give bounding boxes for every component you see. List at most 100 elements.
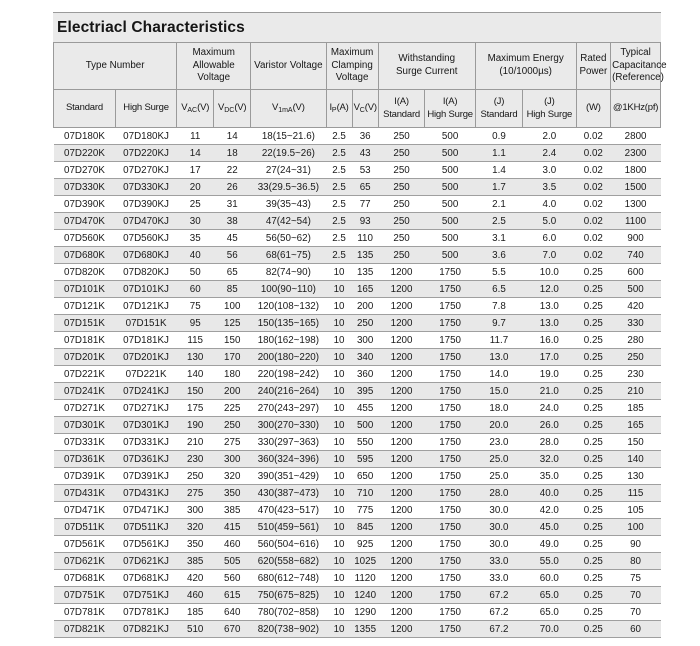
table-cell: 07D151K <box>53 314 116 332</box>
group-header-cell: Rated Power <box>575 42 612 90</box>
table-cell: 25.0 <box>475 467 523 485</box>
table-cell: 385 <box>213 501 251 519</box>
table-cell: 1200 <box>378 552 425 570</box>
sub-header-cell: I(A) Standard <box>377 89 426 128</box>
table-cell: 13.0 <box>522 297 577 315</box>
table-cell: 710 <box>352 484 379 502</box>
table-cell: 07D561K <box>53 535 116 553</box>
table-cell: 1750 <box>424 280 476 298</box>
sub-header-row: Standard High Surge VAC(V) VDC(V) V1mA(V) IP(… <box>53 89 661 128</box>
table-cell: 40.0 <box>522 484 577 502</box>
table-cell: 65.0 <box>522 586 577 604</box>
table-row: 07D681K 07D681KJ 420 560 680(612~748) 10 1120 1… <box>53 569 661 587</box>
table-cell: 210 <box>610 382 661 400</box>
table-cell: 2.1 <box>475 195 523 213</box>
table-cell: 0.25 <box>576 297 611 315</box>
table-cell: 1750 <box>424 348 476 366</box>
table-cell: 55.0 <box>522 552 577 570</box>
table-cell: 15.0 <box>475 382 523 400</box>
table-cell: 7.0 <box>522 246 577 264</box>
table-cell: 1200 <box>378 586 425 604</box>
table-cell: 500 <box>424 161 476 179</box>
table-cell: 150(135~165) <box>250 314 326 332</box>
table-cell: 270(243~297) <box>250 399 326 417</box>
sub-header-cell: (J) Standard <box>474 89 524 128</box>
table-cell: 780(702~858) <box>250 603 326 621</box>
table-cell: 14 <box>213 127 251 145</box>
table-row: 07D820K 07D820KJ 50 65 82(74~90) 10 135 1200 175… <box>53 263 661 281</box>
table-cell: 320 <box>176 518 214 536</box>
table-cell: 33(29.5~36.5) <box>250 178 326 196</box>
table-row: 07D391K 07D391KJ 250 320 390(351~429) 10 650 12… <box>53 467 661 485</box>
table-cell: 1200 <box>378 399 425 417</box>
table-cell: 1200 <box>378 620 425 638</box>
table-cell: 115 <box>176 331 214 349</box>
table-cell: 3.6 <box>475 246 523 264</box>
table-cell: 1200 <box>378 450 425 468</box>
table-cell: 56 <box>213 246 251 264</box>
table-cell: 07D681KJ <box>115 569 177 587</box>
table-cell: 415 <box>213 518 251 536</box>
table-cell: 07D391KJ <box>115 467 177 485</box>
table-cell: 300 <box>176 501 214 519</box>
table-cell: 1025 <box>352 552 379 570</box>
sub-header-cell: I(A) High Surge <box>424 89 476 128</box>
table-cell: 510(459~561) <box>250 518 326 536</box>
table-cell: 10 <box>326 433 353 451</box>
table-cell: 23.0 <box>475 433 523 451</box>
table-cell: 550 <box>352 433 379 451</box>
table-cell: 53 <box>352 161 379 179</box>
table-cell: 820(738~902) <box>250 620 326 638</box>
table-body: 07D180K 07D180KJ 11 14 18(15~21.6) 2.5 36 250 50… <box>53 127 661 638</box>
sub-header-cell: (J) High Surge <box>522 89 577 128</box>
table-row: 07D431K 07D431KJ 275 350 430(387~473) 10 710 12… <box>53 484 661 502</box>
table-cell: 70.0 <box>522 620 577 638</box>
table-cell: 640 <box>213 603 251 621</box>
group-header-cell: Maximum Allowable Voltage <box>176 42 252 90</box>
table-cell: 07D820KJ <box>115 263 177 281</box>
table-cell: 1750 <box>424 365 476 383</box>
sub-header-cell: VDC(V) <box>213 89 252 128</box>
table-cell: 07D301KJ <box>115 416 177 434</box>
table-cell: 07D560KJ <box>115 229 177 247</box>
table-cell: 1355 <box>352 620 379 638</box>
table-row: 07D821K 07D821KJ 510 670 820(738~902) 10 1355 1… <box>53 620 661 638</box>
table-cell: 07D821K <box>53 620 116 638</box>
table-cell: 10 <box>326 348 353 366</box>
table-cell: 56(50~62) <box>250 229 326 247</box>
table-cell: 135 <box>352 246 379 264</box>
table-cell: 07D680K <box>53 246 116 264</box>
table-cell: 1200 <box>378 467 425 485</box>
table-cell: 190 <box>176 416 214 434</box>
table-cell: 07D201KJ <box>115 348 177 366</box>
table-cell: 1.4 <box>475 161 523 179</box>
table-cell: 1750 <box>424 501 476 519</box>
table-cell: 0.02 <box>576 246 611 264</box>
table-row: 07D101K 07D101KJ 60 85 100(90~110) 10 165 1200 1… <box>53 280 661 298</box>
table-cell: 30.0 <box>475 518 523 536</box>
table-cell: 21.0 <box>522 382 577 400</box>
table-cell: 43 <box>352 144 379 162</box>
table-cell: 07D821KJ <box>115 620 177 638</box>
table-cell: 1750 <box>424 314 476 332</box>
table-cell: 385 <box>176 552 214 570</box>
table-cell: 130 <box>176 348 214 366</box>
table-row: 07D621K 07D621KJ 385 505 620(558~682) 10 1025 1… <box>53 552 661 570</box>
table-cell: 680(612~748) <box>250 569 326 587</box>
table-cell: 07D101KJ <box>115 280 177 298</box>
table-cell: 07D470KJ <box>115 212 177 230</box>
table-cell: 65 <box>213 263 251 281</box>
table-cell: 24.0 <box>522 399 577 417</box>
table-cell: 07D181KJ <box>115 331 177 349</box>
table-cell: 11 <box>176 127 214 145</box>
table-cell: 2800 <box>610 127 661 145</box>
table-cell: 7.8 <box>475 297 523 315</box>
table-cell: 85 <box>213 280 251 298</box>
table-cell: 25.0 <box>475 450 523 468</box>
table-cell: 27(24~31) <box>250 161 326 179</box>
table-cell: 165 <box>352 280 379 298</box>
table-cell: 07D331K <box>53 433 116 451</box>
table-row: 07D301K 07D301KJ 190 250 300(270~330) 10 500 12… <box>53 416 661 434</box>
table-cell: 26.0 <box>522 416 577 434</box>
table-cell: 67.2 <box>475 586 523 604</box>
